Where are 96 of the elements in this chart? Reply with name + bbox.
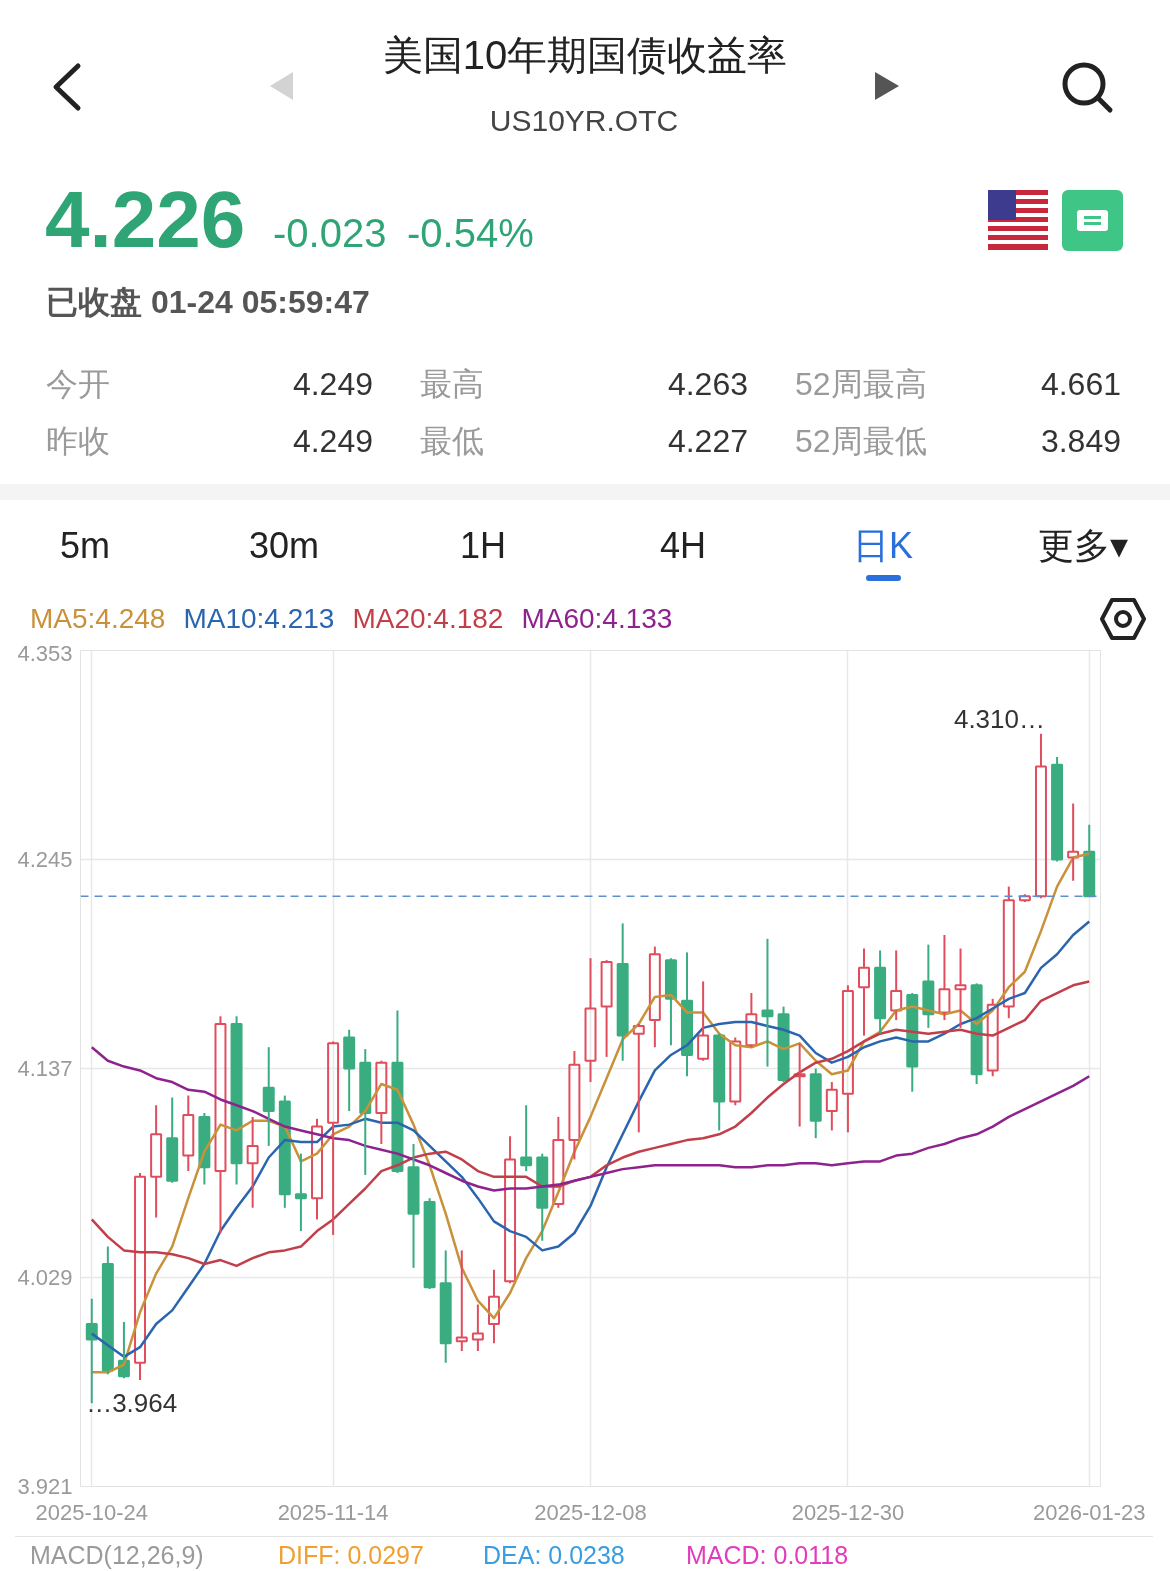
text: 4.249 [292,422,373,461]
text: MA20:4.182 [352,602,504,636]
candlestick [584,957,597,1084]
text: 已收盘 01-24 05:59:47 [46,283,370,322]
candlestick [471,1303,484,1353]
x-tick-label: 2025-12-30 [791,1499,905,1525]
candlestick [487,1268,500,1345]
y-tick-label: 4.245 [17,847,73,872]
candlestick [246,1115,259,1209]
y-tick-label: 3.921 [17,1474,73,1499]
candlestick [632,1022,645,1134]
text: 4.227 [667,422,748,461]
candlestick [874,949,887,1035]
text: MA60:4.133 [521,602,673,636]
text: 4.661 [1040,365,1121,404]
candlestick [504,1135,517,1285]
candlestick [423,1197,436,1291]
candlestick [600,959,613,1058]
candlestick [616,922,629,1062]
x-tick-label: 2025-10-24 [35,1499,149,1525]
candlestick [407,1142,420,1269]
x-tick-label: 2026-01-23 [1032,1499,1146,1525]
candlestick [552,1115,565,1209]
candlestick [890,949,903,1022]
candlestick [777,1005,790,1084]
candlestick [230,1015,243,1186]
text: 4.249 [292,365,373,404]
candlestick [922,943,935,1029]
text: 昨收 [46,422,110,461]
candlestick [327,1040,340,1236]
line-series [90,1045,1091,1192]
candlestick [648,945,661,1049]
text: 更多▾ [1037,523,1129,568]
candlestick [294,1152,307,1233]
candlestick [101,1245,114,1376]
candlestick [166,1096,179,1184]
candlestick [745,992,758,1049]
candlestick [536,1152,549,1242]
text: 52周最低 [795,422,927,461]
text: 日K [852,523,914,568]
text: -0.54% [407,210,534,257]
candlestick [568,1050,581,1161]
candlestick [938,933,951,1022]
text: 最高 [420,365,484,404]
text: 最低 [420,422,484,461]
text: 52周最高 [795,365,927,404]
text: DEA: 0.0238 [483,1539,625,1571]
candlestick [986,997,999,1078]
y-tick-label: 4.353 [17,640,73,666]
candlestick [841,984,854,1134]
candlestick [793,1042,806,1128]
candlestick [455,1249,468,1353]
candlestick [954,947,967,1029]
text: 1H [459,523,507,568]
candlestick [761,937,774,1068]
chart-subtitle: US10YR.OTC [489,102,679,139]
candlestick [343,1028,356,1113]
candlestick [311,1117,323,1221]
text: MACD(12,26,9) [30,1539,204,1571]
text: MA5:4.248 [30,602,166,636]
candlestick [214,1015,227,1234]
candlestick [858,947,870,1037]
candlestick [182,1094,195,1173]
text: 今开 [46,365,110,404]
text: 30m [248,523,320,568]
text: 4.263 [667,365,748,404]
candlestick [697,980,710,1062]
candlestick [134,1172,147,1382]
text: 3.849 [1040,422,1121,461]
x-tick-label: 2025-11-14 [277,1499,389,1525]
chart-title: 美国10年期国债收益率 [382,32,788,79]
candlestick [970,982,983,1085]
candlestick [664,957,677,1047]
y-tick-label: 4.029 [17,1265,73,1290]
text: 5m [59,523,111,568]
text: 4.226 [45,174,246,266]
candlestick [825,1081,838,1132]
candlestick [1067,802,1080,882]
annotation: …3.964 [86,1388,178,1419]
text: MA10:4.213 [183,602,335,636]
text: 4H [659,523,707,568]
line-series [90,980,1091,1268]
candlestick [375,1059,388,1145]
annotation: 4.310… [953,703,1046,734]
candlestick [359,1048,372,1176]
x-tick-label: 2025-12-08 [534,1499,647,1525]
candlestick [262,1046,275,1147]
candlestick [520,1104,533,1173]
y-tick-label: 4.137 [17,1056,73,1081]
candlestick [713,1032,726,1132]
candlestick [150,1104,163,1219]
text: DIFF: 0.0297 [278,1539,424,1571]
text: MACD: 0.0118 [686,1539,849,1571]
text: -0.023 [273,210,387,257]
candlestick [439,1249,452,1364]
candlestick [906,992,919,1093]
